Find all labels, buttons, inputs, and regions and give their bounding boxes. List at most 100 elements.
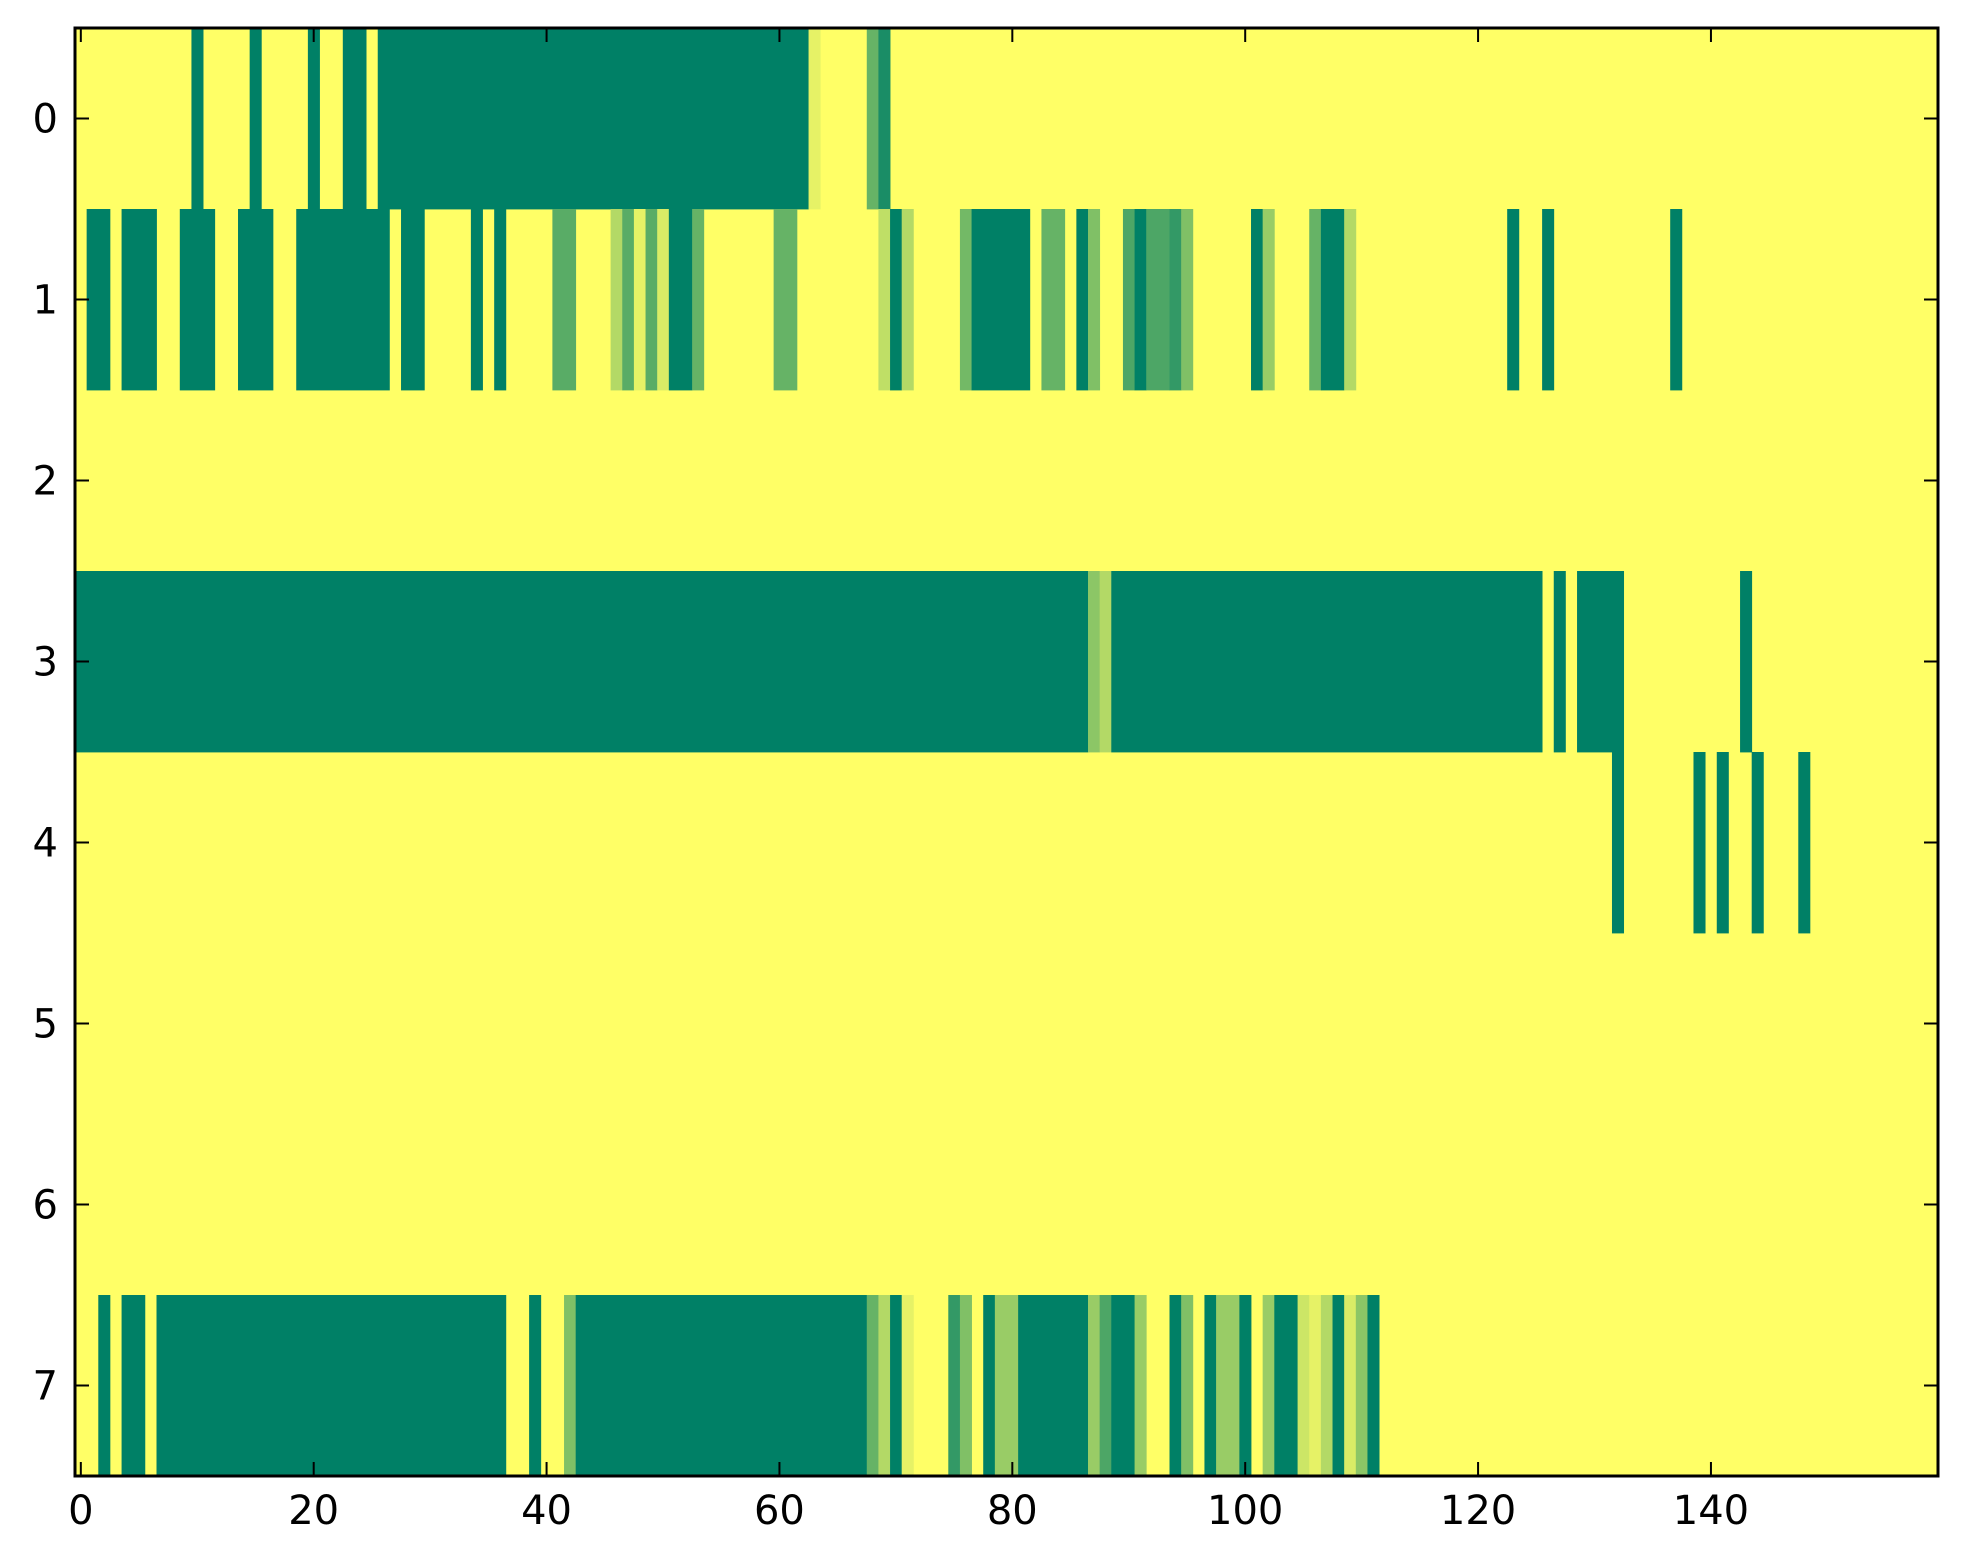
- heatmap-cell: [156, 1295, 507, 1477]
- y-tick-label: 4: [33, 821, 58, 867]
- heatmap-cell: [1216, 1295, 1240, 1477]
- heatmap-cell: [1693, 752, 1706, 934]
- y-tick-label: 7: [33, 1364, 58, 1410]
- heatmap-cell: [1181, 1295, 1194, 1477]
- heatmap-cell: [529, 1295, 542, 1477]
- heatmap-cell: [342, 28, 367, 210]
- axis-ticks: [75, 28, 1938, 1476]
- x-tick-label: 60: [754, 1488, 805, 1534]
- heatmap-cell: [1134, 1295, 1147, 1477]
- heatmap-cell: [1146, 209, 1170, 391]
- heatmap-cell: [1274, 1295, 1298, 1477]
- heatmap-cell: [1332, 1295, 1345, 1477]
- heatmap-cell: [1041, 209, 1066, 391]
- heatmap-cell: [1577, 571, 1625, 753]
- heatmap-cell: [1320, 209, 1345, 391]
- axis-tick-labels: 0 20 40 60 80 100 120 140 0 1 2 3 4 5 6 7: [33, 97, 1750, 1535]
- heatmap-cell: [1088, 1295, 1101, 1477]
- heatmap-cell: [1122, 209, 1135, 391]
- heatmap-cell: [1670, 209, 1683, 391]
- heatmap-cell: [866, 1295, 879, 1477]
- heatmap-cell: [564, 1295, 577, 1477]
- heatmap-cell: [377, 28, 809, 210]
- y-tick-label: 6: [33, 1183, 58, 1229]
- x-tick-label: 140: [1673, 1488, 1749, 1534]
- heatmap-cell: [121, 209, 157, 391]
- heatmap-cell: [692, 209, 705, 391]
- heatmap-cell: [645, 209, 658, 391]
- heatmap-cell: [633, 209, 646, 391]
- heatmap-cell: [307, 28, 320, 210]
- heatmap-cell: [878, 209, 891, 391]
- heatmap-cell: [121, 1295, 146, 1477]
- heatmap-cell: [948, 1295, 961, 1477]
- heatmap-cell: [1169, 209, 1182, 391]
- x-tick-label: 80: [987, 1488, 1038, 1534]
- heatmap-cell: [610, 209, 623, 391]
- heatmap-cell: [98, 1295, 111, 1477]
- heatmap-cell: [890, 1295, 903, 1477]
- heatmap-cell: [657, 209, 670, 391]
- heatmap-cell: [552, 209, 577, 391]
- heatmap-cell: [971, 209, 1031, 391]
- heatmap-cell: [622, 209, 635, 391]
- heatmap-cell: [470, 209, 483, 391]
- heatmap-cells: [75, 28, 1938, 1477]
- heatmap-cell: [1309, 1295, 1322, 1477]
- heatmap-cell: [238, 209, 274, 391]
- x-tick-label: 100: [1207, 1488, 1283, 1534]
- heatmap-cell: [808, 28, 821, 210]
- heatmap-cell: [878, 28, 891, 210]
- heatmap-cell: [959, 1295, 972, 1477]
- heatmap-cell: [1169, 1295, 1182, 1477]
- heatmap-cell: [86, 209, 111, 391]
- heatmap-cell: [1507, 209, 1520, 391]
- heatmap-cell: [994, 1295, 1019, 1477]
- heatmap-cell: [901, 1295, 914, 1477]
- heatmap-cell: [75, 571, 1089, 753]
- heatmap-cell: [1134, 209, 1147, 391]
- heatmap-cell: [1088, 571, 1101, 753]
- heatmap-cell: [1111, 1295, 1135, 1477]
- heatmap-cell: [866, 28, 879, 210]
- heatmap-cell: [1099, 571, 1112, 753]
- x-tick-label: 0: [68, 1488, 93, 1534]
- y-tick-label: 2: [33, 459, 58, 505]
- heatmap-cell: [901, 209, 914, 391]
- heatmap-cell: [1088, 209, 1101, 391]
- heatmap-cell: [773, 209, 798, 391]
- heatmap-cell: [1542, 209, 1555, 391]
- heatmap-cell: [179, 209, 216, 391]
- heatmap-cell: [1320, 1295, 1333, 1477]
- heatmap-cell: [1239, 1295, 1252, 1477]
- heatmap-cell: [1344, 209, 1357, 391]
- heatmap-cell: [191, 28, 204, 210]
- heatmap-cell: [1111, 571, 1543, 753]
- heatmap-cell: [1798, 752, 1811, 934]
- heatmap-cell: [959, 209, 972, 391]
- x-tick-label: 20: [288, 1488, 339, 1534]
- heatmap-cell: [890, 209, 903, 391]
- plot-frame: [73, 26, 1940, 1478]
- heatmap-cell: [1251, 209, 1264, 391]
- heatmap-cell: [1553, 571, 1566, 753]
- heatmap-cell: [1344, 1295, 1357, 1477]
- heatmap-cell: [1262, 1295, 1275, 1477]
- y-tick-label: 3: [33, 640, 58, 686]
- heatmap-cell: [1099, 1295, 1112, 1477]
- x-tick-label: 40: [521, 1488, 572, 1534]
- heatmap-cell: [575, 1295, 868, 1477]
- heatmap-cell: [1181, 209, 1194, 391]
- heatmap-cell: [296, 209, 390, 391]
- heatmap-cell: [1355, 1295, 1368, 1477]
- heatmap-cell: [1309, 209, 1322, 391]
- heatmap-cell: [1611, 752, 1625, 934]
- heatmap-cell: [1204, 1295, 1217, 1477]
- heatmap-cell: [1716, 752, 1729, 934]
- heatmap-cell: [668, 209, 693, 391]
- heatmap-cell: [401, 209, 425, 391]
- heatmap-cell: [249, 28, 262, 210]
- heatmap-cell: [1018, 1295, 1089, 1477]
- y-tick-label: 1: [33, 278, 58, 324]
